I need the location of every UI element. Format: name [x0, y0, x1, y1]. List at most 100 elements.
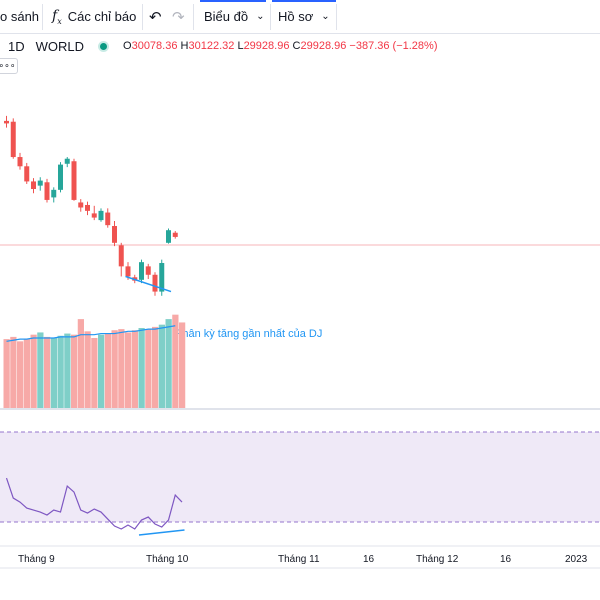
volume-bar	[125, 332, 132, 408]
volume-bar	[37, 332, 44, 408]
close-value: 29928.96	[300, 40, 347, 52]
candle-body	[139, 262, 144, 280]
volume-bar	[98, 334, 105, 408]
indicators-button[interactable]: fx Các chỉ báo	[52, 0, 136, 33]
compare-button[interactable]: o sánh	[0, 0, 39, 33]
volume-bar	[71, 334, 78, 408]
profile-menu-label: Hồ sơ	[278, 9, 314, 24]
candle-body	[44, 182, 50, 200]
chevron-down-icon: ⌄	[256, 11, 265, 22]
candle-body	[71, 161, 77, 200]
chevron-down-icon: ⌄	[321, 11, 330, 22]
active-menu-indicator	[200, 0, 266, 2]
candle-body	[10, 121, 16, 158]
candle-body	[152, 274, 158, 292]
change-value: −387.36 (−1.28%)	[349, 40, 438, 52]
high-label: H	[180, 40, 189, 52]
indicators-label: Các chỉ báo	[67, 9, 137, 24]
more-legend-button[interactable]: ∘∘∘	[0, 58, 18, 74]
candle-series	[4, 115, 178, 296]
candle-body	[37, 180, 43, 186]
volume-bar	[145, 329, 152, 408]
time-tick-sep: Tháng 9	[18, 554, 55, 565]
time-tick-nov-16: 16	[363, 554, 375, 565]
candle-body	[159, 263, 165, 292]
undo-button[interactable]: ↶	[149, 0, 162, 33]
volume-bar	[104, 333, 111, 408]
top-toolbar: o sánh fx Các chỉ báo ↶ ↷ Biểu đồ ⌄ Hồ s…	[0, 0, 600, 34]
interval-label[interactable]: 1D	[8, 38, 25, 54]
rsi-band	[0, 432, 600, 522]
candle-body	[85, 204, 90, 211]
candle-body	[125, 266, 131, 277]
volume-bar	[165, 319, 172, 408]
toolbar-divider	[270, 4, 271, 30]
volume-bar	[17, 341, 24, 408]
redo-button[interactable]: ↷	[172, 0, 185, 33]
candle-body	[145, 266, 151, 275]
low-label: L	[237, 40, 244, 52]
open-value: 30078.36	[131, 40, 178, 52]
market-status-icon[interactable]	[100, 42, 108, 50]
time-tick-2023: 2023	[565, 554, 588, 565]
candle-body	[24, 166, 30, 182]
chart-menu-label: Biểu đồ	[204, 9, 249, 24]
volume-bar	[118, 329, 125, 408]
volume-bar	[3, 339, 10, 408]
volume-series	[3, 314, 186, 408]
volume-bar	[10, 336, 17, 408]
volume-bar	[138, 328, 145, 408]
divergence-line-price[interactable]	[125, 275, 172, 293]
candle-body	[64, 158, 70, 164]
volume-bar	[77, 319, 84, 408]
candle-body	[91, 213, 97, 218]
time-tick-nov: Tháng 11	[278, 554, 320, 565]
symbol-label[interactable]: WORLD	[35, 38, 85, 54]
time-tick-dec: Tháng 12	[416, 554, 459, 565]
volume-ma-line	[6, 325, 176, 342]
time-axis[interactable]: Tháng 9 Tháng 10 Tháng 11 16 Tháng 12 16…	[18, 554, 588, 565]
volume-bar	[131, 330, 138, 408]
candle-body	[105, 212, 111, 226]
series-legend: 1D WORLD O30078.36 H30122.32 L 29928.96 C…	[0, 36, 600, 56]
volume-bar	[30, 334, 37, 408]
volume-bar	[158, 324, 165, 408]
redo-icon: ↷	[172, 8, 185, 26]
divergence-line-rsi[interactable]	[138, 529, 185, 536]
toolbar-divider	[193, 4, 194, 30]
candle-body	[31, 181, 36, 189]
high-value: 30122.32	[188, 40, 235, 52]
time-tick-oct: Tháng 10	[146, 554, 189, 565]
volume-bar	[50, 338, 57, 408]
candle-body	[4, 120, 9, 124]
active-menu-indicator	[272, 0, 336, 2]
candle-body	[166, 230, 171, 243]
close-label: C	[292, 40, 301, 52]
chart-menu-button[interactable]: Biểu đồ ⌄	[204, 0, 264, 33]
undo-icon: ↶	[149, 8, 162, 26]
volume-bar	[152, 326, 159, 408]
volume-bar	[23, 339, 30, 408]
toolbar-divider	[42, 4, 43, 30]
volume-bar	[172, 314, 179, 408]
toolbar-divider	[336, 4, 337, 30]
candle-body	[172, 232, 178, 237]
candle-body	[98, 210, 104, 221]
volume-bar	[111, 330, 118, 408]
time-tick-dec-16: 16	[500, 554, 512, 565]
candle-body	[78, 202, 84, 208]
volume-bar	[84, 331, 91, 408]
divergence-annotation: Phân kỳ tăng gần nhất của DJ	[175, 328, 322, 340]
open-label: O	[123, 40, 132, 52]
candle-body	[17, 157, 23, 167]
volume-bar	[179, 322, 186, 408]
ohlc-values: O30078.36 H30122.32 L29928.96 C29928.96 …	[123, 40, 437, 52]
toolbar-divider	[142, 4, 143, 30]
candle-body	[58, 164, 63, 190]
profile-menu-button[interactable]: Hồ sơ ⌄	[278, 0, 330, 33]
candle-body	[118, 245, 124, 267]
volume-bar	[44, 336, 51, 408]
rsi-line	[5, 477, 183, 530]
candle-body	[51, 189, 57, 198]
